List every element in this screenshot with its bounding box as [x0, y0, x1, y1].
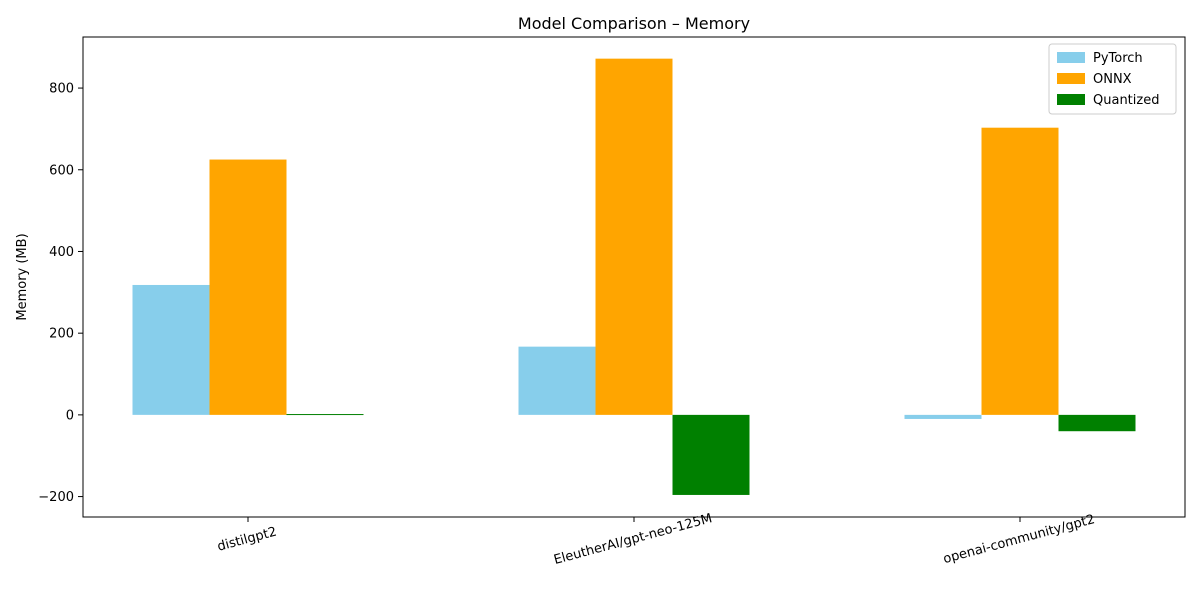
bar-pytorch-2 — [904, 414, 982, 419]
legend-label-quantized: Quantized — [1093, 93, 1159, 108]
legend-label-pytorch: PyTorch — [1093, 51, 1143, 66]
bar-onnx-0 — [209, 159, 287, 415]
y-tick-label: 800 — [49, 82, 74, 97]
chart-title: Model Comparison – Memory — [518, 14, 750, 33]
legend: PyTorch ONNX Quantized — [1048, 43, 1177, 115]
plot-frame — [82, 36, 1186, 518]
x-tick-label: distilgpt2 — [216, 525, 279, 555]
y-tick-label: 400 — [49, 245, 74, 260]
bar-pytorch-1 — [518, 346, 596, 415]
legend-swatch-pytorch — [1057, 52, 1085, 63]
y-tick-label: 600 — [49, 163, 74, 178]
x-tick-label: openai-community/gpt2 — [942, 512, 1097, 567]
bar-quantized-1 — [672, 414, 750, 495]
y-axis-title: Memory (MB) — [15, 233, 30, 320]
y-axis: −200 0 200 400 600 800 — [38, 82, 83, 505]
bar-quantized-2 — [1058, 414, 1136, 432]
y-tick-label: −200 — [38, 490, 74, 505]
y-tick-label: 0 — [66, 408, 74, 423]
bar-onnx-2 — [981, 127, 1059, 415]
bars-group — [132, 58, 1136, 495]
bar-onnx-1 — [595, 58, 673, 415]
x-tick-label: EleutherAI/gpt-neo-125M — [552, 511, 714, 568]
legend-swatch-onnx — [1057, 73, 1085, 84]
bar-pytorch-0 — [132, 284, 210, 415]
legend-label-onnx: ONNX — [1093, 72, 1132, 87]
y-tick-label: 200 — [49, 327, 74, 342]
x-axis: distilgpt2 EleutherAI/gpt-neo-125M openai-… — [216, 511, 1097, 568]
bar-quantized-0 — [286, 414, 364, 416]
legend-swatch-quantized — [1057, 94, 1085, 105]
